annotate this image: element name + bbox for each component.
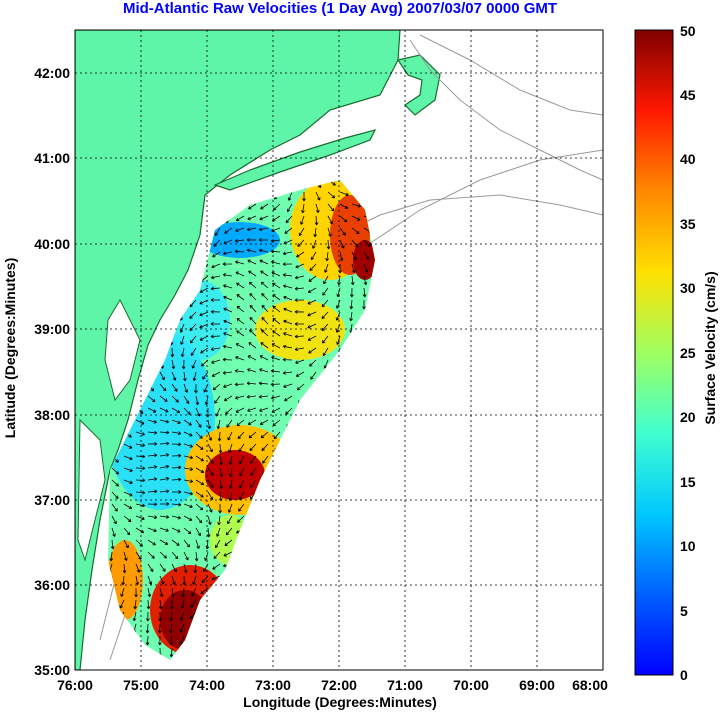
delaware-bay: [104, 298, 141, 402]
x-tick: 69:00: [519, 677, 555, 693]
x-tick: 72:00: [321, 677, 357, 693]
colorbar: [634, 29, 674, 676]
land-mass: [75, 30, 401, 670]
x-tick: 73:00: [255, 677, 291, 693]
y-tick: 38:00: [34, 407, 70, 423]
colorbar-tick: 0: [680, 667, 688, 683]
colorbar-tick: 25: [680, 345, 696, 361]
y-tick: 39:00: [34, 321, 70, 337]
y-tick: 37:00: [34, 492, 70, 508]
x-tick-labels: 76:00 75:00 74:00 73:00 72:00 71:00 70:0…: [57, 677, 608, 693]
x-tick: 70:00: [453, 677, 489, 693]
colorbar-tick: 5: [680, 603, 688, 619]
x-tick: 74:00: [189, 677, 225, 693]
x-tick: 71:00: [387, 677, 423, 693]
y-tick: 35:00: [34, 662, 70, 678]
long-island: [213, 129, 377, 191]
colorbar-tick-labels: 0 5 10 15 20 25 30 35 40 45 50: [680, 23, 696, 683]
x-tick: 68:00: [572, 677, 608, 693]
colorbar-tick: 30: [680, 280, 696, 296]
y-tick: 40:00: [34, 236, 70, 252]
y-tick: 36:00: [34, 577, 70, 593]
grid-lines: [75, 30, 603, 670]
x-tick: 76:00: [57, 677, 93, 693]
chesapeake-bay: [77, 418, 106, 562]
colorbar-tick: 40: [680, 151, 696, 167]
y-tick-labels: 35:00 36:00 37:00 38:00 39:00 40:00 41:0…: [34, 65, 70, 678]
y-tick: 41:00: [34, 150, 70, 166]
x-axis-label: Longitude (Degrees:Minutes): [243, 694, 437, 710]
y-tick: 42:00: [34, 65, 70, 81]
colorbar-tick: 50: [680, 23, 696, 39]
colorbar-tick: 20: [680, 409, 696, 425]
colorbar-tick: 10: [680, 538, 696, 554]
plot-frame: [74, 29, 604, 671]
colorbar-tick: 45: [680, 87, 696, 103]
colorbar-tick: 35: [680, 216, 696, 232]
map-title: Mid-Atlantic Raw Velocities (1 Day Avg) …: [122, 0, 558, 17]
colorbar-tick: 15: [680, 474, 696, 490]
x-tick: 75:00: [123, 677, 159, 693]
